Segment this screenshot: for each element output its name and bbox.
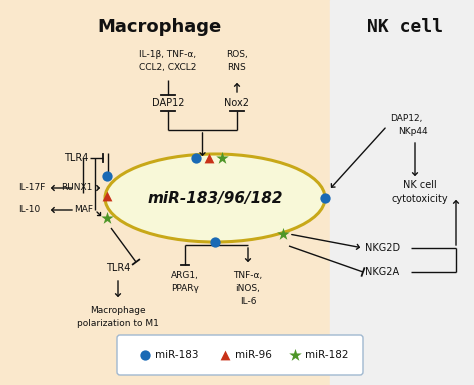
- Text: TLR4: TLR4: [64, 153, 88, 163]
- Text: TNF-α,: TNF-α,: [233, 271, 263, 280]
- Text: IL-17F: IL-17F: [18, 184, 46, 192]
- Text: cytotoxicity: cytotoxicity: [392, 194, 448, 204]
- Text: RNS: RNS: [228, 63, 246, 72]
- Text: NK cell: NK cell: [367, 18, 443, 36]
- Text: DAP12,: DAP12,: [390, 114, 422, 122]
- Text: TLR4: TLR4: [106, 263, 130, 273]
- FancyBboxPatch shape: [117, 335, 363, 375]
- Point: [205, 155, 213, 161]
- Text: miR-182: miR-182: [305, 350, 348, 360]
- Text: NKG2D: NKG2D: [365, 243, 400, 253]
- Text: miR-183: miR-183: [155, 350, 199, 360]
- Text: CCL2, CXCL2: CCL2, CXCL2: [139, 63, 197, 72]
- Text: RUNX1: RUNX1: [62, 184, 93, 192]
- Text: NK cell: NK cell: [403, 180, 437, 190]
- Text: iNOS,: iNOS,: [236, 284, 260, 293]
- Text: miR-96: miR-96: [235, 350, 272, 360]
- Text: miR-183/96/182: miR-183/96/182: [147, 191, 283, 206]
- Text: Nox2: Nox2: [225, 98, 249, 108]
- Text: PPARγ: PPARγ: [171, 284, 199, 293]
- Text: ARG1,: ARG1,: [171, 271, 199, 280]
- Point: [103, 215, 111, 221]
- Point: [192, 155, 200, 161]
- Text: Macrophage: Macrophage: [98, 18, 222, 36]
- Text: IL-6: IL-6: [240, 297, 256, 306]
- Point: [103, 173, 111, 179]
- Bar: [330, 0, 474, 385]
- Bar: [0, 0, 330, 385]
- Text: MAF: MAF: [74, 206, 93, 214]
- Point: [211, 239, 219, 245]
- Ellipse shape: [105, 154, 325, 242]
- Point: [221, 352, 229, 358]
- Text: NKG2A: NKG2A: [365, 267, 399, 277]
- Text: NKp44: NKp44: [398, 127, 428, 137]
- Text: ROS,: ROS,: [226, 50, 248, 59]
- Point: [279, 231, 287, 237]
- Point: [291, 352, 299, 358]
- Point: [103, 193, 111, 199]
- Text: DAP12: DAP12: [152, 98, 184, 108]
- Point: [321, 195, 329, 201]
- Text: IL-10: IL-10: [18, 206, 40, 214]
- Point: [141, 352, 149, 358]
- Point: [218, 155, 226, 161]
- Text: Macrophage: Macrophage: [90, 306, 146, 315]
- Text: IL-1β, TNF-α,: IL-1β, TNF-α,: [139, 50, 197, 59]
- Text: polarization to M1: polarization to M1: [77, 319, 159, 328]
